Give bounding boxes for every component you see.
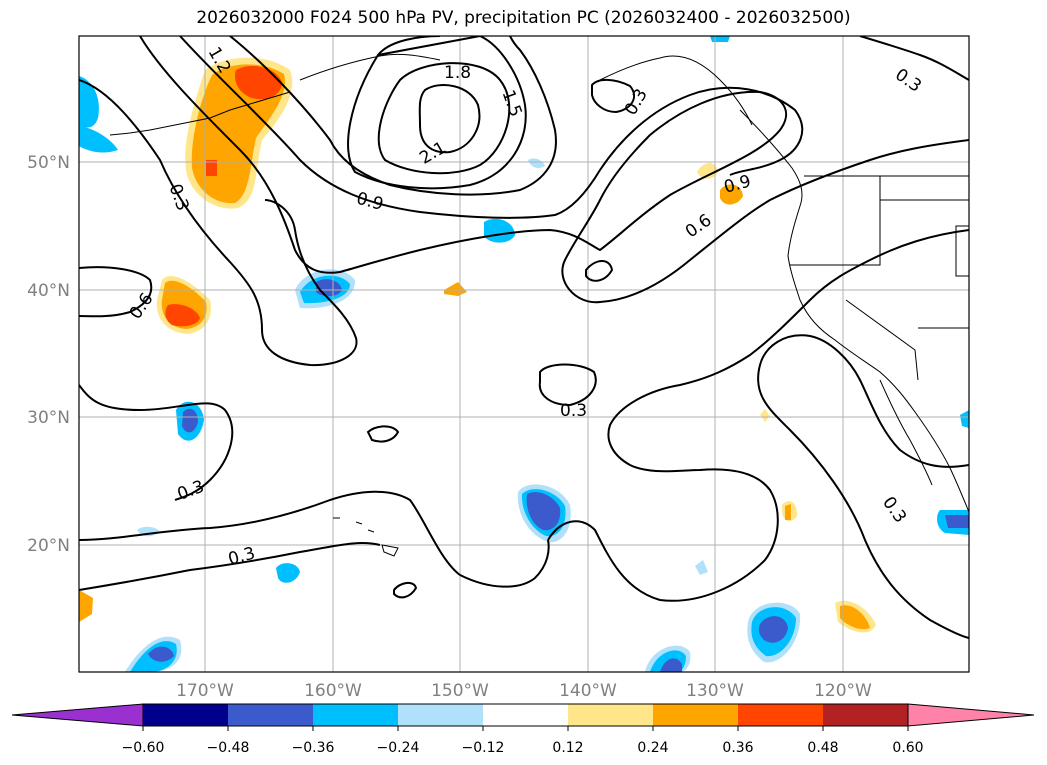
contour-label: 0.3: [560, 401, 587, 421]
colorbar-tick-label: 0.60: [892, 740, 923, 756]
colorbar-tick-label: 0.24: [637, 740, 668, 756]
colorbar-segment: [313, 704, 398, 726]
lat-tick-label: 50°N: [27, 153, 70, 173]
pv-contours: [79, 36, 969, 639]
contour-label: 1.8: [444, 63, 471, 83]
coastlines: [109, 53, 969, 557]
lon-tick-label: 160°W: [304, 681, 362, 701]
colorbar-extend-high: [907, 703, 1035, 727]
graticule: [79, 36, 969, 672]
colorbar-tick-label: 0.12: [552, 740, 583, 756]
map-frame: [78, 35, 970, 673]
lat-tick-label: 30°N: [27, 408, 70, 428]
chart-title: 2026032000 F024 500 hPa PV, precipitatio…: [196, 8, 851, 28]
map-area: 1.2 1.8 1.5 2.1 0.3 0.9 0.3 0.9 0.6 0.3 …: [79, 36, 969, 672]
lon-tick-label: 120°W: [814, 681, 872, 701]
lat-tick-label: 40°N: [27, 281, 70, 301]
precip-negative-areas: [79, 36, 969, 672]
colorbar-segment: [483, 704, 568, 726]
lat-tick-label: 20°N: [27, 536, 70, 556]
colorbar-extend-low: [11, 703, 144, 727]
colorbar-tick-label: −0.36: [292, 740, 335, 756]
colorbar-tick-label: −0.12: [462, 740, 505, 756]
colorbar-segment: [653, 704, 738, 726]
colorbar-segment: [568, 704, 653, 726]
lon-tick-label: 150°W: [431, 681, 489, 701]
colorbar-segment: [228, 704, 313, 726]
lon-tick-label: 130°W: [686, 681, 744, 701]
colorbar-tick-label: −0.60: [122, 740, 165, 756]
colorbar-tick-label: 0.48: [807, 740, 838, 756]
colorbar-segment: [823, 704, 908, 726]
colorbar-tick-label: −0.24: [377, 740, 420, 756]
colorbar-segment: [398, 704, 483, 726]
colorbar-tick-label: 0.36: [722, 740, 753, 756]
lat-axis: 50°N 40°N 30°N 20°N: [27, 153, 70, 556]
lon-axis: 170°W 160°W 150°W 140°W 130°W 120°W: [176, 681, 872, 701]
colorbar-segment: [738, 704, 823, 726]
colorbar: −0.60 −0.48 −0.36 −0.24 −0.12 0.12 0.24 0.36 0.4…: [11, 703, 1035, 756]
colorbar-tick-label: −0.48: [207, 740, 250, 756]
colorbar-outline: [142, 703, 909, 727]
lon-tick-label: 140°W: [559, 681, 617, 701]
lon-tick-label: 170°W: [176, 681, 234, 701]
colorbar-segment: [143, 704, 228, 726]
